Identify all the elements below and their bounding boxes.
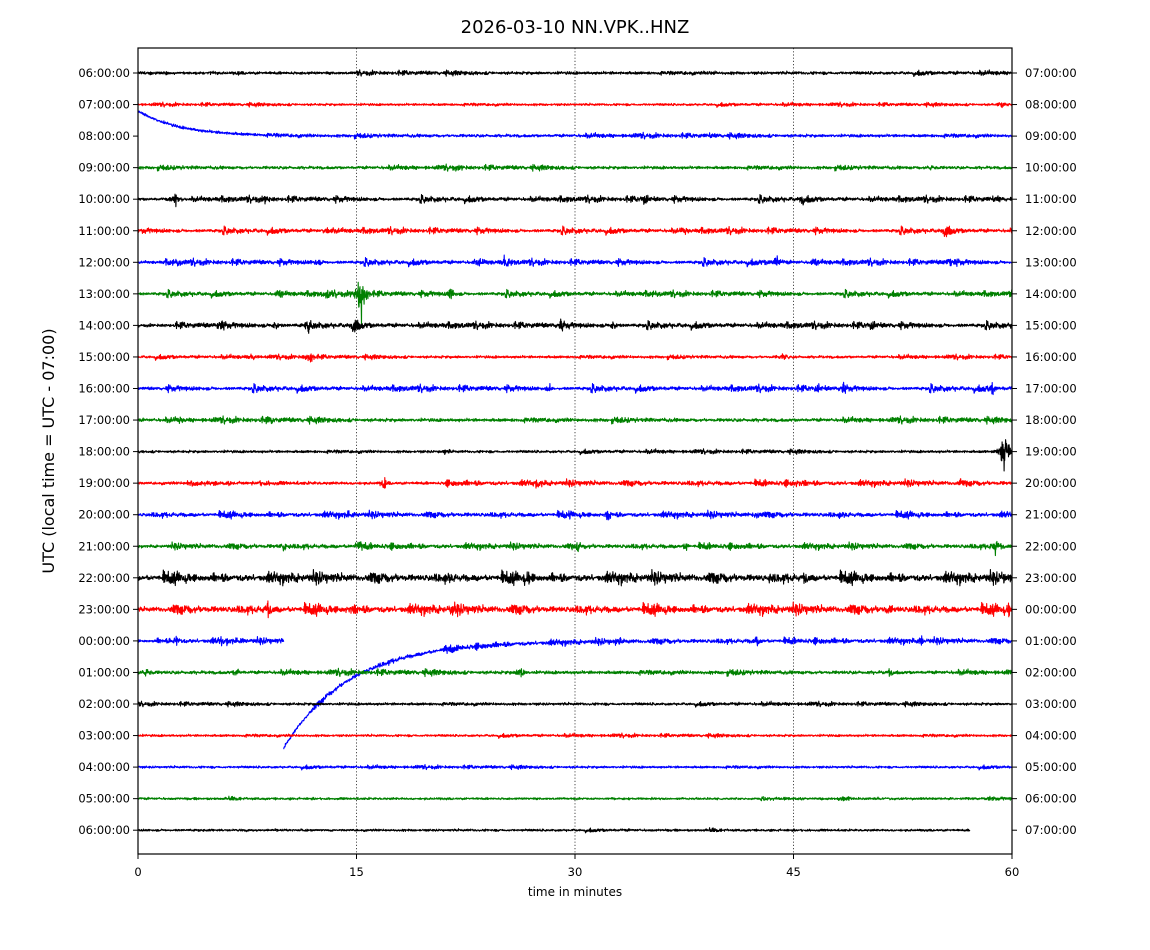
- right-tick-label: 13:00:00: [1025, 255, 1077, 269]
- left-tick-label: 06:00:00: [78, 823, 130, 837]
- trace-row-19: [137, 667, 1013, 678]
- left-tick-label: 14:00:00: [78, 318, 130, 332]
- left-tick-label: 02:00:00: [78, 697, 130, 711]
- x-tick-label: 45: [786, 865, 801, 879]
- right-tick-label: 22:00:00: [1025, 539, 1077, 553]
- trace-row-17: [137, 600, 1013, 619]
- right-tick-label: 07:00:00: [1025, 66, 1077, 80]
- right-tick-label: 10:00:00: [1025, 161, 1077, 175]
- left-tick-label: 18:00:00: [78, 445, 130, 459]
- left-tick-label: 15:00:00: [78, 350, 130, 364]
- right-tick-label: 05:00:00: [1025, 760, 1077, 774]
- seismic-traces: [137, 69, 1013, 834]
- trace-row-6: [137, 254, 1013, 268]
- right-tick-label: 18:00:00: [1025, 413, 1077, 427]
- right-tick-label: 21:00:00: [1025, 508, 1077, 522]
- x-tick-label: 60: [1005, 865, 1020, 879]
- right-tick-label: 00:00:00: [1025, 602, 1077, 616]
- x-tick-label: 0: [134, 865, 141, 879]
- left-tick-label: 04:00:00: [78, 760, 130, 774]
- right-tick-label: 19:00:00: [1025, 445, 1077, 459]
- right-tick-label: 11:00:00: [1025, 192, 1077, 206]
- left-y-axis: 06:00:00 07:00:00 08:00:00 09:00:00 10:00:00…: [78, 66, 138, 837]
- right-tick-label: 07:00:00: [1025, 823, 1077, 837]
- trace-row-2: [137, 110, 1013, 140]
- x-axis: 0 15 30 45 60: [134, 854, 1019, 879]
- right-tick-label: 14:00:00: [1025, 287, 1077, 301]
- trace-row-3: [137, 163, 1013, 172]
- right-tick-label: 23:00:00: [1025, 571, 1077, 585]
- left-tick-label: 06:00:00: [78, 66, 130, 80]
- trace-row-5: [137, 225, 1013, 238]
- x-tick-label: 15: [349, 865, 364, 879]
- trace-row-18-b: [283, 635, 1013, 750]
- trace-row-10: [137, 381, 1013, 396]
- trace-row-20: [137, 700, 1013, 708]
- left-tick-label: 03:00:00: [78, 729, 130, 743]
- left-tick-label: 19:00:00: [78, 476, 130, 490]
- trace-row-18: [137, 635, 285, 647]
- left-tick-label: 05:00:00: [78, 792, 130, 806]
- trace-row-13: [137, 477, 1013, 489]
- right-tick-label: 04:00:00: [1025, 729, 1077, 743]
- right-tick-label: 17:00:00: [1025, 382, 1077, 396]
- trace-row-4: [137, 193, 1013, 208]
- trace-row-9: [137, 353, 1013, 363]
- left-tick-label: 22:00:00: [78, 571, 130, 585]
- trace-row-16: [137, 568, 1013, 587]
- left-tick-label: 11:00:00: [78, 224, 130, 238]
- left-tick-label: 12:00:00: [78, 255, 130, 269]
- right-tick-label: 12:00:00: [1025, 224, 1077, 238]
- right-y-axis: 07:00:00 08:00:00 09:00:00 10:00:00 11:00:00…: [1012, 66, 1077, 837]
- trace-row-23: [137, 795, 1013, 802]
- left-tick-label: 17:00:00: [78, 413, 130, 427]
- left-tick-label: 01:00:00: [78, 665, 130, 679]
- trace-row-12: [137, 439, 1013, 472]
- left-tick-label: 00:00:00: [78, 634, 130, 648]
- trace-row-7: [137, 281, 1013, 327]
- trace-row-15: [137, 540, 1013, 557]
- right-tick-label: 08:00:00: [1025, 98, 1077, 112]
- y-axis-label: UTC (local time = UTC - 07:00): [39, 328, 58, 573]
- trace-row-24: [137, 827, 971, 834]
- left-tick-label: 09:00:00: [78, 161, 130, 175]
- trace-row-1: [137, 101, 1013, 109]
- right-tick-label: 01:00:00: [1025, 634, 1077, 648]
- chart-title: 2026-03-10 NN.VPK..HNZ: [461, 17, 690, 38]
- right-tick-label: 02:00:00: [1025, 665, 1077, 679]
- left-tick-label: 08:00:00: [78, 129, 130, 143]
- trace-row-0: [137, 69, 1013, 78]
- right-tick-label: 06:00:00: [1025, 792, 1077, 806]
- trace-row-21: [137, 732, 1013, 739]
- left-tick-label: 10:00:00: [78, 192, 130, 206]
- left-tick-label: 20:00:00: [78, 508, 130, 522]
- x-axis-label: time in minutes: [528, 885, 622, 899]
- left-tick-label: 13:00:00: [78, 287, 130, 301]
- left-tick-label: 07:00:00: [78, 98, 130, 112]
- left-tick-label: 23:00:00: [78, 602, 130, 616]
- right-tick-label: 03:00:00: [1025, 697, 1077, 711]
- right-tick-label: 15:00:00: [1025, 318, 1077, 332]
- left-tick-label: 16:00:00: [78, 382, 130, 396]
- x-tick-label: 30: [568, 865, 583, 879]
- trace-row-11: [137, 415, 1013, 425]
- trace-row-22: [137, 764, 1013, 771]
- right-tick-label: 20:00:00: [1025, 476, 1077, 490]
- trace-row-14: [137, 509, 1013, 521]
- left-tick-label: 21:00:00: [78, 539, 130, 553]
- trace-row-8: [137, 318, 1013, 334]
- right-tick-label: 16:00:00: [1025, 350, 1077, 364]
- right-tick-label: 09:00:00: [1025, 129, 1077, 143]
